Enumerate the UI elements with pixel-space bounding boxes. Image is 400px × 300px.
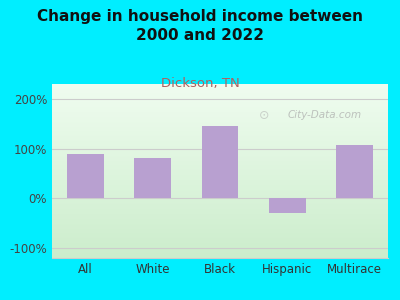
Bar: [134, 158, 171, 198]
Bar: [336, 145, 373, 198]
Bar: [269, 198, 306, 213]
Text: Dickson, TN: Dickson, TN: [161, 76, 239, 89]
Bar: [202, 126, 238, 198]
Text: Change in household income between
2000 and 2022: Change in household income between 2000 …: [37, 9, 363, 43]
Text: ⊙: ⊙: [258, 109, 269, 122]
Bar: [67, 154, 104, 198]
Text: City-Data.com: City-Data.com: [287, 110, 361, 120]
